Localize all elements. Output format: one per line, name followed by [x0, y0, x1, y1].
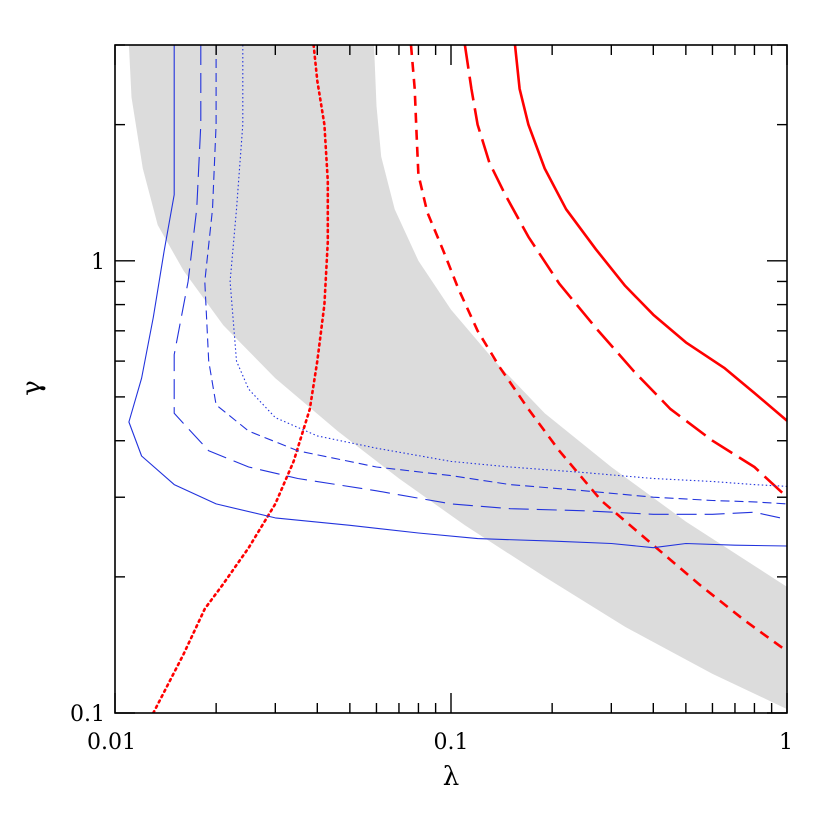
- tick-layer: [114, 44, 788, 714]
- y-tick-label: 0.1: [70, 702, 105, 727]
- series-line-3: [463, 45, 787, 499]
- x-tick-label: 0.1: [434, 730, 469, 755]
- x-axis-label: λ: [443, 762, 459, 792]
- x-tick-label: 1: [779, 730, 793, 755]
- x-tick-label: 0.01: [87, 730, 136, 755]
- series-line-7: [204, 45, 787, 505]
- series-line-4: [513, 45, 787, 422]
- series-line-5: [128, 45, 787, 549]
- series-layer: [128, 45, 787, 713]
- series-line-1: [152, 45, 330, 713]
- y-axis-label: γ: [17, 380, 47, 396]
- series-line-2: [409, 45, 787, 653]
- series-line-8: [229, 45, 787, 487]
- shaded-band: [128, 45, 787, 710]
- y-tick-label: 1: [91, 250, 105, 275]
- series-line-6: [173, 45, 787, 520]
- tick-label-layer: 0.01 0.1 1 0.1 1: [70, 250, 793, 755]
- shaded-band-layer: [128, 45, 787, 710]
